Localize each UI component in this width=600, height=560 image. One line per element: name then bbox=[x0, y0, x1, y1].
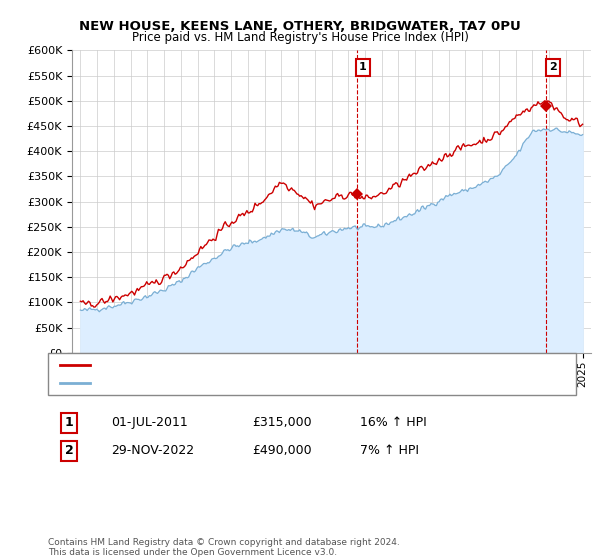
Text: HPI: Average price, detached house, Somerset: HPI: Average price, detached house, Some… bbox=[96, 378, 339, 388]
Text: £490,000: £490,000 bbox=[252, 444, 311, 458]
Text: £315,000: £315,000 bbox=[252, 416, 311, 430]
Text: 1: 1 bbox=[359, 63, 367, 72]
Text: NEW HOUSE, KEENS LANE, OTHERY, BRIDGWATER, TA7 0PU (detached house): NEW HOUSE, KEENS LANE, OTHERY, BRIDGWATE… bbox=[96, 360, 500, 370]
Text: 2: 2 bbox=[65, 444, 73, 458]
Text: 7% ↑ HPI: 7% ↑ HPI bbox=[360, 444, 419, 458]
Text: 01-JUL-2011: 01-JUL-2011 bbox=[111, 416, 188, 430]
Text: NEW HOUSE, KEENS LANE, OTHERY, BRIDGWATER, TA7 0PU: NEW HOUSE, KEENS LANE, OTHERY, BRIDGWATE… bbox=[79, 20, 521, 32]
Text: 2: 2 bbox=[549, 63, 557, 72]
Text: 29-NOV-2022: 29-NOV-2022 bbox=[111, 444, 194, 458]
Text: Contains HM Land Registry data © Crown copyright and database right 2024.
This d: Contains HM Land Registry data © Crown c… bbox=[48, 538, 400, 557]
Text: 1: 1 bbox=[65, 416, 73, 430]
Text: 16% ↑ HPI: 16% ↑ HPI bbox=[360, 416, 427, 430]
Text: Price paid vs. HM Land Registry's House Price Index (HPI): Price paid vs. HM Land Registry's House … bbox=[131, 31, 469, 44]
